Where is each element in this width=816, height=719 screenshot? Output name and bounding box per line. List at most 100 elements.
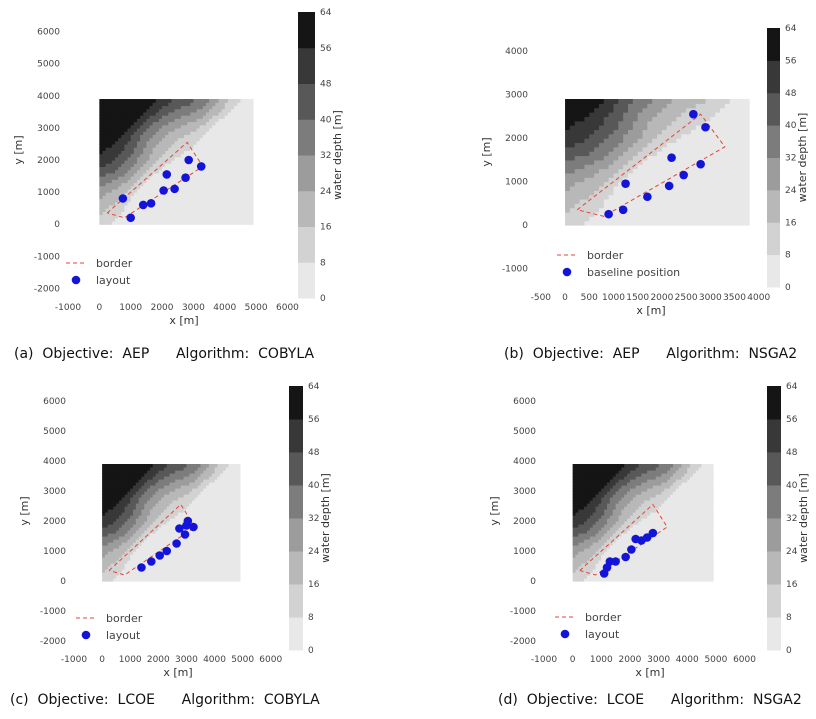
depth-cell [710,216,716,222]
depth-cell [220,518,224,522]
y-tick-label: 0 [522,221,528,231]
depth-cell [594,181,600,187]
depth-cell [214,485,218,489]
depth-cell [121,115,126,119]
depth-cell [161,503,165,507]
depth-cell [574,194,581,200]
depth-cell [217,509,221,513]
legend-border-label: border [96,257,133,270]
depth-cell [632,99,639,104]
depth-cell [136,127,141,132]
depth-cell [110,485,114,489]
depth-cell [121,105,126,110]
depth-cell [569,177,576,183]
depth-cell [152,188,157,193]
depth-cell [579,138,586,144]
depth-cell [180,476,185,480]
depth-cell [155,198,160,203]
depth-cell [224,169,229,174]
depth-cell [127,464,131,468]
depth-cell [110,518,114,522]
depth-cell [140,220,144,225]
depth-cell [729,116,736,122]
depth-cell [695,211,702,217]
depth-cell [130,134,135,139]
depth-cell [130,150,135,155]
colorbar-tick-label: 24 [785,186,797,196]
depth-cell [133,491,137,495]
depth-cell [231,560,235,564]
depth-cell [113,557,117,561]
depth-cell [214,554,218,558]
depth-cell [99,111,104,116]
colorbar-tick-label: 48 [320,80,332,90]
depth-cell [215,102,220,107]
depth-cell [130,536,134,540]
depth-cell [228,524,233,528]
depth-cell [206,485,210,489]
depth-cell [158,542,162,546]
depth-cell [143,169,147,174]
depth-cell [574,107,581,113]
depth-cell [165,204,169,209]
depth-cell [652,116,658,122]
depth-cell [220,524,224,528]
depth-cell [211,515,216,519]
depth-cell [161,539,165,543]
depth-cell [676,112,682,117]
depth-cell [676,107,682,113]
depth-cell [155,575,159,579]
depth-cell [618,116,624,122]
depth-cell [189,512,193,516]
depth-cell [565,155,571,161]
depth-cell [149,566,154,570]
depth-cell [681,155,687,161]
depth-cell [152,569,157,573]
depth-cell [652,151,658,157]
depth-cell [107,509,112,513]
depth-cell [720,203,726,209]
depth-cell [196,137,201,142]
depth-cell [661,181,668,187]
depth-cell [172,491,176,495]
depth-cell [220,515,224,519]
depth-cell [102,121,107,126]
depth-cell [225,509,230,513]
depth-cell [165,111,169,116]
depth-cell [172,479,176,483]
depth-cell [102,488,106,492]
depth-cell [118,551,123,555]
depth-cell [169,491,173,495]
depth-cell [637,185,644,191]
depth-cell [116,491,120,495]
depth-cell [135,539,140,543]
depth-cell [115,208,119,212]
depth-cell [140,153,144,158]
depth-cell [130,545,134,549]
depth-cell [127,488,131,492]
y-axis-label: y [m] [480,137,493,166]
depth-cell [206,527,210,531]
depth-cell [189,542,193,546]
depth-cell [105,131,110,135]
depth-cell [168,102,173,107]
depth-cell [180,188,185,193]
depth-cell [161,557,165,561]
depth-cell [744,116,750,122]
depth-cell [149,137,154,142]
depth-cell [168,137,173,142]
depth-cell [579,120,586,126]
depth-cell [720,133,726,139]
depth-cell [240,188,245,193]
depth-cell [209,166,213,171]
depth-cell [174,121,179,126]
depth-cell [194,509,199,513]
depth-cell [102,464,106,468]
depth-cell [149,473,154,477]
depth-cell [237,150,242,155]
depth-cell [637,159,644,165]
depth-cell [209,185,213,190]
depth-cell [138,482,143,486]
depth-cell [642,129,648,135]
depth-cell [217,485,221,489]
